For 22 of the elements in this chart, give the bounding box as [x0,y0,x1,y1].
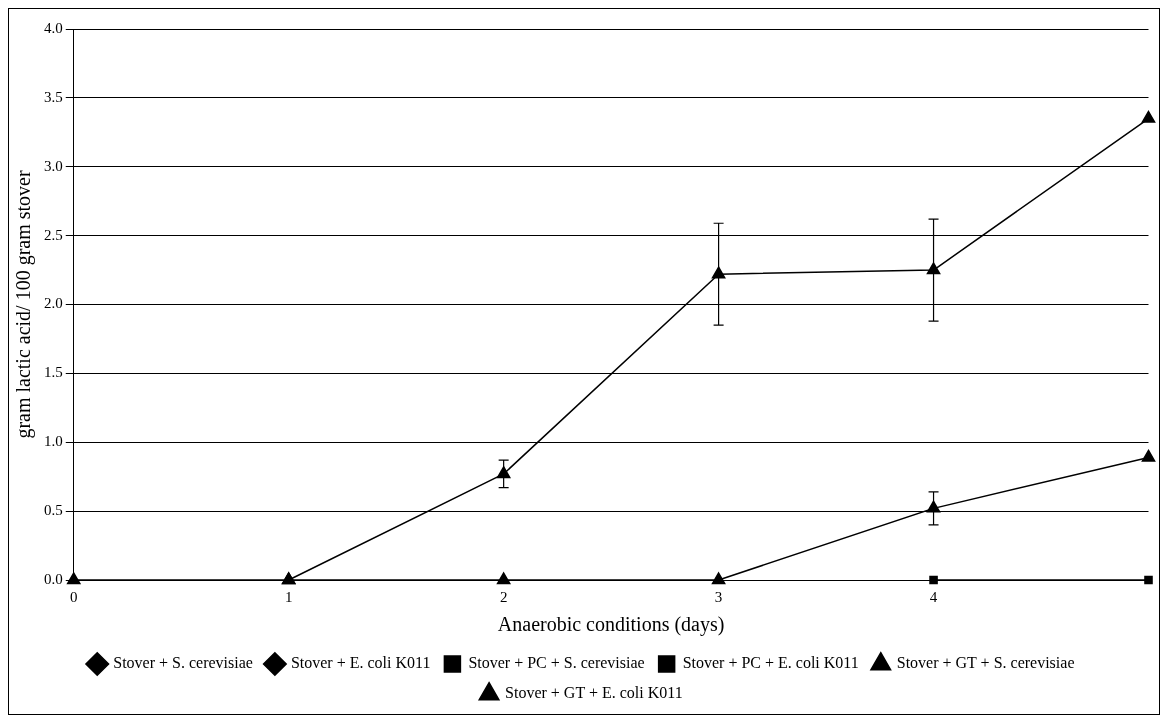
legend-label: Stover + GT + S. cerevisiae [896,654,1075,672]
legend-label: Stover + S. cerevisiae [113,654,253,672]
x-tick-label: 2 [499,588,508,605]
y-tick-label: 2.0 [44,295,63,312]
y-tick-label: 1.5 [44,364,63,381]
legend-label: Stover + E. coli K011 [290,654,431,672]
y-tick-label: 0.0 [44,570,63,587]
y-axis-title: gram lactic acid/ 100 gram stover [12,170,36,439]
x-tick-label: 4 [929,588,938,605]
legend-label: Stover + PC + S. cerevisiae [468,654,645,672]
y-tick-label: 3.5 [44,88,63,105]
y-tick-label: 1.0 [44,433,63,450]
legend-label: Stover + PC + E. coli K011 [682,654,859,672]
legend-label: Stover + GT + E. coli K011 [505,684,683,702]
y-tick-label: 3.0 [44,157,63,174]
y-tick-label: 4.0 [44,19,63,36]
x-tick-label: 1 [284,588,293,605]
x-tick-label: 3 [714,588,723,605]
y-tick-label: 2.5 [44,226,63,243]
x-axis-title: Anaerobic conditions (days) [497,613,725,637]
x-tick-label: 0 [70,588,78,605]
y-tick-label: 0.5 [44,502,63,519]
